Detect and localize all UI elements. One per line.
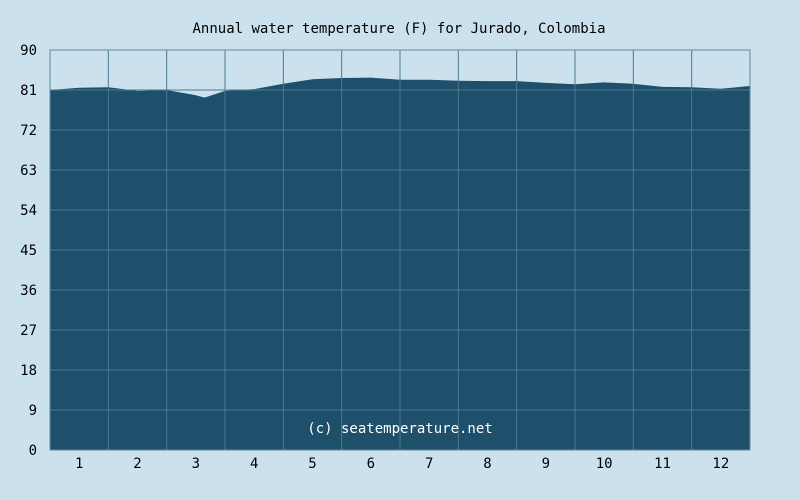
x-tick-label: 10: [596, 456, 613, 472]
plot-border: [49, 49, 751, 451]
y-tick-label: 36: [20, 283, 37, 299]
y-tick-label: 54: [20, 203, 37, 219]
y-tick-label: 27: [20, 323, 37, 339]
plot-area: [49, 49, 751, 451]
x-tick-label: 2: [133, 456, 141, 472]
y-axis-ticks: 0 9 18 27 36 45 54 63 72 81 90: [20, 43, 37, 459]
y-tick-label: 72: [20, 123, 37, 139]
y-tick-label: 9: [29, 403, 37, 419]
watermark: (c) seatemperature.net: [307, 421, 492, 437]
x-tick-label: 12: [712, 456, 729, 472]
x-tick-label: 4: [250, 456, 258, 472]
y-tick-label: 45: [20, 243, 37, 259]
x-tick-label: 1: [75, 456, 83, 472]
x-tick-label: 11: [654, 456, 671, 472]
y-tick-label: 81: [20, 83, 37, 99]
x-tick-label: 5: [308, 456, 316, 472]
x-tick-label: 7: [425, 456, 433, 472]
y-tick-label: 0: [29, 443, 37, 459]
y-tick-label: 18: [20, 363, 37, 379]
x-tick-label: 6: [367, 456, 375, 472]
x-tick-label: 8: [483, 456, 491, 472]
x-tick-label: 3: [192, 456, 200, 472]
x-tick-label: 9: [542, 456, 550, 472]
y-tick-label: 90: [20, 43, 37, 59]
x-axis-ticks: 1 2 3 4 5 6 7 8 9 10 11 12: [75, 456, 729, 472]
y-tick-label: 63: [20, 163, 37, 179]
chart-title: Annual water temperature (F) for Jurado,…: [192, 21, 605, 37]
